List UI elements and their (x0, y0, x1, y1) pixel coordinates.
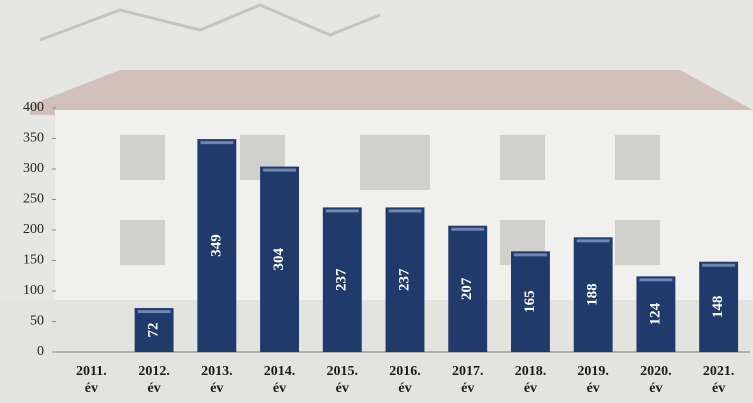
value-label: 349 (208, 234, 224, 257)
y-tick-label: 350 (23, 131, 44, 146)
bar (699, 261, 739, 352)
bar (134, 308, 174, 352)
x-tick-label: 2016. év (389, 364, 421, 396)
value-label: 72 (146, 323, 162, 338)
bar (511, 251, 550, 352)
value-label: 124 (647, 302, 663, 325)
x-tick-label: 2021. év (702, 364, 735, 396)
x-tick-label: 2011. év (75, 364, 107, 396)
x-tick-label: 2017. év (451, 364, 484, 396)
y-tick-label: 300 (23, 161, 44, 176)
bar-cap (137, 310, 171, 314)
value-label: 237 (334, 268, 350, 291)
bar (260, 166, 299, 352)
bar (322, 207, 362, 352)
y-tick-label: 50 (30, 314, 44, 329)
bar (385, 207, 425, 352)
value-label: 237 (396, 268, 412, 291)
bar (573, 237, 613, 352)
value-label: 188 (585, 283, 601, 306)
x-tick-label: 2013. év (201, 364, 233, 396)
bar-cap (325, 209, 359, 213)
bar-cap (451, 227, 485, 231)
y-tick-label: 150 (23, 253, 44, 268)
bar-cap (388, 209, 422, 213)
bar (448, 225, 488, 352)
value-label: 165 (522, 290, 538, 313)
x-tick-label: 2015. év (326, 364, 359, 396)
y-tick-label: 200 (23, 222, 44, 237)
x-tick-label: 2019. év (577, 364, 609, 396)
y-tick-label: 0 (37, 344, 44, 359)
value-label: 148 (710, 296, 726, 319)
bar-cap (639, 278, 673, 282)
bar-cap (702, 263, 736, 267)
x-tick-label: 2018. év (514, 364, 547, 396)
bar (197, 139, 237, 352)
y-tick-label: 250 (23, 192, 44, 207)
x-tick-label: 2014. év (263, 364, 296, 396)
bar-cap (576, 239, 610, 243)
value-label: 304 (271, 248, 287, 271)
bar-cap (200, 141, 234, 145)
bar-cap (263, 168, 296, 172)
y-tick-label: 400 (23, 100, 44, 115)
bar-cap (514, 253, 547, 257)
x-tick-label: 2020. év (640, 364, 672, 396)
bar (636, 276, 676, 352)
value-label: 207 (459, 277, 475, 300)
y-tick-label: 100 (23, 283, 44, 298)
x-tick-label: 2012. év (138, 364, 170, 396)
